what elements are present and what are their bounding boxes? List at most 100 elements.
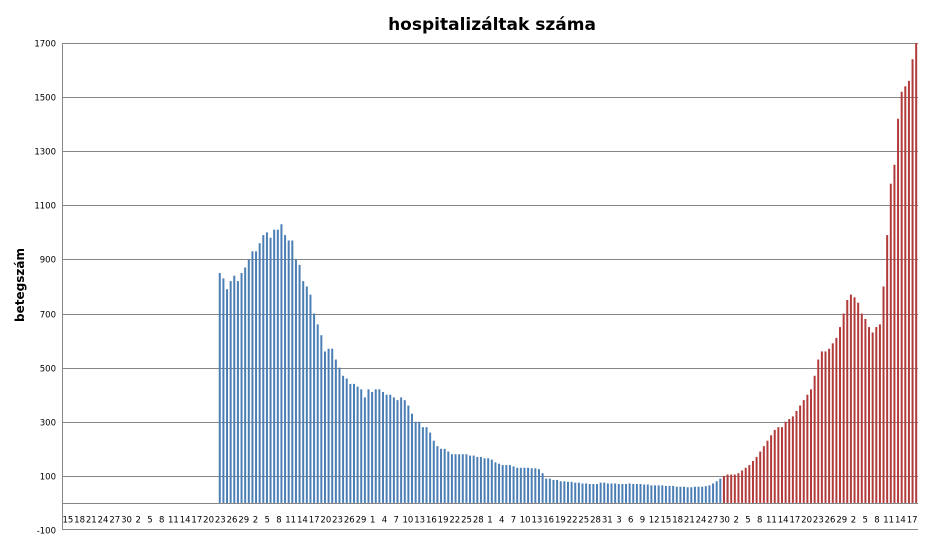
x-tick-label: 9 xyxy=(640,516,645,526)
x-tick-label: 8 xyxy=(874,516,879,526)
bar xyxy=(262,235,265,503)
x-tick-label: 30 xyxy=(719,516,730,526)
bar xyxy=(813,375,816,503)
bar xyxy=(831,343,834,503)
bar xyxy=(777,427,780,503)
bar xyxy=(635,484,638,503)
x-tick-label: 18 xyxy=(672,516,683,526)
bar xyxy=(490,459,493,503)
bar xyxy=(265,232,268,503)
bar xyxy=(748,465,751,503)
x-tick-label: 17 xyxy=(907,516,918,526)
bar xyxy=(327,348,330,503)
bar xyxy=(791,416,794,503)
bar xyxy=(643,484,646,503)
bar xyxy=(828,348,831,503)
x-tick-label: 14 xyxy=(180,516,191,526)
bar xyxy=(269,237,272,503)
bar xyxy=(654,485,657,503)
x-tick-label: 13 xyxy=(531,516,542,526)
bar xyxy=(255,251,258,503)
bar xyxy=(657,485,660,503)
x-tick-label: 11 xyxy=(883,516,894,526)
bar xyxy=(853,297,856,503)
bar xyxy=(795,410,798,503)
y-tick-label: 700 xyxy=(40,311,56,321)
bar xyxy=(447,451,450,503)
bar xyxy=(251,251,254,503)
x-tick-label: 5 xyxy=(147,516,152,526)
x-tick-label: 5 xyxy=(264,516,269,526)
bar xyxy=(472,455,475,503)
x-tick-label: 27 xyxy=(707,516,718,526)
bar xyxy=(302,281,305,503)
bar xyxy=(824,351,827,503)
x-tick-label: 29 xyxy=(836,516,847,526)
chart-title: hospitalizáltak száma xyxy=(388,15,596,35)
y-tick-label: 500 xyxy=(40,365,56,375)
bar xyxy=(498,463,501,503)
y-tick-label: 1500 xyxy=(34,94,56,104)
bar xyxy=(563,481,566,503)
bar xyxy=(596,484,598,503)
bar xyxy=(802,400,805,503)
bar xyxy=(857,302,860,503)
bar xyxy=(617,484,620,503)
bar xyxy=(226,289,229,503)
bar xyxy=(675,486,678,503)
bar xyxy=(574,482,577,503)
x-tick-label: 11 xyxy=(766,516,777,526)
x-tick-label: 22 xyxy=(567,516,578,526)
x-tick-label: 17 xyxy=(789,516,800,526)
x-tick-label: 10 xyxy=(403,516,414,526)
bar xyxy=(704,486,707,503)
bar xyxy=(461,454,464,503)
x-tick-label: 12 xyxy=(649,516,660,526)
bar xyxy=(882,286,885,503)
bar xyxy=(432,440,435,503)
x-tick-label: 19 xyxy=(438,516,449,526)
x-tick-label: 17 xyxy=(309,516,320,526)
bar xyxy=(897,118,900,503)
x-tick-labels: 15 18 21 24 27 30 2 5 8 11 14 17 20 23 26 29 2 5 8 11 14 17 20… xyxy=(62,516,917,526)
bar xyxy=(305,286,308,503)
bar xyxy=(396,400,399,503)
bar xyxy=(726,474,729,503)
bar xyxy=(715,481,718,503)
y-tick-label: 300 xyxy=(40,419,56,429)
x-tick-label: 10 xyxy=(520,516,531,526)
bar xyxy=(479,456,482,503)
bar xyxy=(440,448,443,503)
bar xyxy=(621,484,624,503)
bar xyxy=(323,351,326,503)
x-tick-label: 26 xyxy=(825,516,836,526)
x-tick-label: 5 xyxy=(745,516,750,526)
gridlines xyxy=(62,43,918,477)
bar xyxy=(610,483,613,503)
bar xyxy=(505,465,508,503)
bar xyxy=(751,461,754,503)
bar xyxy=(817,359,820,503)
bar xyxy=(527,467,530,503)
bar xyxy=(421,427,424,503)
bar xyxy=(842,313,845,503)
bar xyxy=(806,394,809,503)
bar xyxy=(338,367,341,503)
bar xyxy=(773,429,776,503)
bar xyxy=(907,80,910,503)
x-tick-label: 6 xyxy=(628,516,633,526)
x-tick-label: 16 xyxy=(426,516,437,526)
bar xyxy=(900,91,903,503)
x-tick-label: 4 xyxy=(382,516,387,526)
bar xyxy=(581,483,584,503)
bar xyxy=(719,478,722,503)
bar xyxy=(755,456,758,503)
bar xyxy=(690,487,693,503)
bar xyxy=(860,313,863,503)
bar xyxy=(512,466,515,503)
bar xyxy=(625,484,628,503)
bar xyxy=(570,481,573,503)
bar xyxy=(385,394,388,503)
bar xyxy=(291,240,294,503)
bar xyxy=(294,259,297,503)
